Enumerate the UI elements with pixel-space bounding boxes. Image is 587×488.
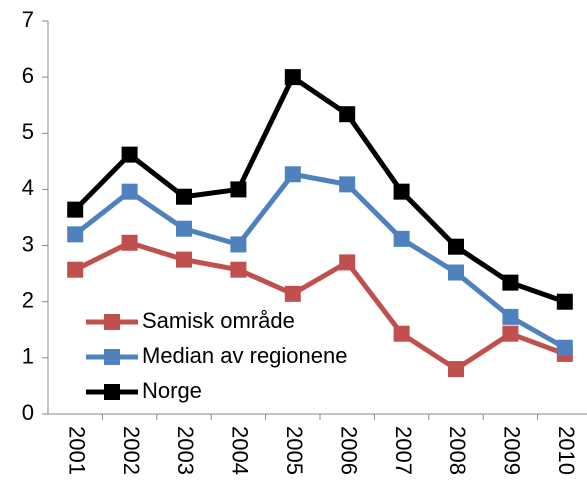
marker: [230, 181, 247, 198]
marker: [67, 201, 84, 218]
marker: [448, 238, 464, 255]
y-tick-label: 6: [22, 63, 34, 88]
legend-marker: [104, 314, 120, 330]
y-tick-label: 5: [22, 119, 34, 144]
marker: [339, 176, 356, 193]
y-tick-label: 1: [22, 344, 34, 369]
y-tick-label: 2: [22, 288, 34, 313]
legend-label: Norge: [142, 378, 202, 403]
marker: [393, 183, 410, 200]
x-tick-label: 2008: [445, 426, 470, 475]
marker: [284, 166, 301, 183]
legend-label: Median av regionene: [142, 343, 347, 368]
x-tick-label: 2010: [554, 426, 579, 475]
x-tick-label: 2005: [282, 426, 307, 475]
x-tick-label: 2006: [336, 426, 361, 475]
marker: [556, 339, 573, 356]
marker: [393, 325, 410, 342]
marker: [393, 230, 410, 247]
series-line: [73, 171, 567, 350]
marker: [121, 146, 138, 163]
y-tick-label: 0: [22, 400, 34, 425]
legend-marker: [104, 349, 120, 365]
x-tick-label: 2001: [64, 426, 89, 475]
marker: [284, 69, 301, 86]
x-tick-label: 2002: [119, 426, 144, 475]
marker: [176, 188, 192, 205]
marker: [339, 254, 356, 271]
marker: [176, 220, 192, 237]
marker: [67, 261, 84, 278]
marker: [284, 285, 301, 302]
marker: [67, 226, 84, 243]
marker: [448, 361, 464, 378]
marker: [121, 234, 138, 251]
legend-marker: [104, 384, 120, 400]
marker: [502, 274, 519, 291]
y-tick-label: 4: [22, 175, 34, 200]
series-line: [74, 240, 566, 372]
marker: [121, 183, 138, 200]
series-line: [73, 74, 566, 305]
marker: [502, 325, 519, 342]
x-tick-label: 2004: [228, 426, 253, 475]
marker: [556, 293, 573, 310]
marker: [448, 264, 464, 281]
marker: [230, 261, 247, 278]
legend-label: Samisk område: [142, 308, 295, 333]
y-tick-label: 7: [22, 7, 34, 32]
x-tick-label: 2007: [391, 426, 416, 475]
marker: [230, 236, 247, 253]
marker: [176, 251, 192, 268]
y-tick-label: 3: [22, 231, 34, 256]
marker: [502, 308, 519, 325]
marker: [339, 106, 356, 123]
x-tick-label: 2003: [173, 426, 198, 475]
x-tick-label: 2009: [500, 426, 525, 475]
